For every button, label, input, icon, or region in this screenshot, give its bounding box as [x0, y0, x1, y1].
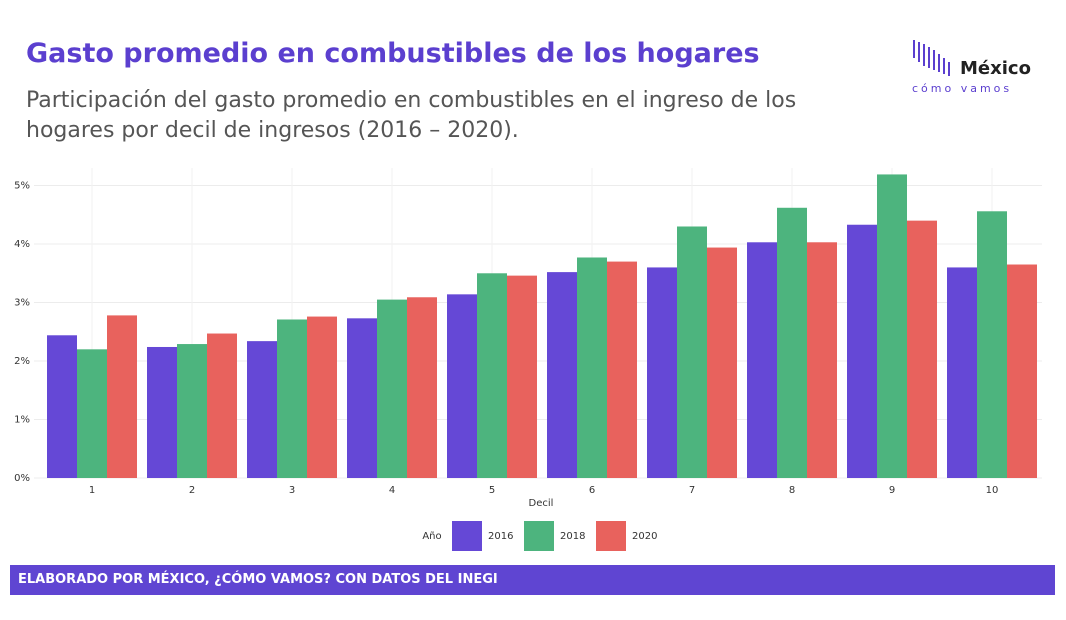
x-tick-label: 7	[689, 485, 695, 496]
logo-subtext: cómo vamos	[912, 82, 1013, 95]
bar	[247, 341, 277, 478]
y-tick-label: 5%	[14, 181, 30, 192]
bar	[77, 349, 107, 478]
bar	[477, 273, 507, 478]
chart: Decil Año 0% 1% 2% 3% 4% 5% 1 2 3 4 5 6 7 8 9 10 2016 201…	[14, 168, 1042, 551]
y-tick-label: 0%	[14, 473, 30, 484]
x-tick-label: 9	[889, 485, 895, 496]
bar	[807, 242, 837, 478]
y-tick-label: 1%	[14, 415, 30, 426]
bar	[677, 226, 707, 478]
bar	[307, 316, 337, 478]
x-tick-label: 6	[589, 485, 595, 496]
bar	[547, 272, 577, 478]
bar	[207, 333, 237, 478]
bar	[177, 344, 207, 478]
x-tick-label: 8	[789, 485, 795, 496]
bar	[147, 346, 177, 478]
bar	[947, 267, 977, 478]
x-tick-label: 2	[189, 485, 195, 496]
x-tick-label: 5	[489, 485, 495, 496]
footer: ELABORADO POR MÉXICO, ¿CÓMO VAMOS? CON D…	[10, 565, 1055, 595]
x-axis-label: Decil	[529, 498, 554, 509]
x-tick-label: 10	[986, 485, 999, 496]
chart-title: Gasto promedio en combustibles de los ho…	[26, 38, 760, 69]
bar	[877, 174, 907, 478]
y-tick-label: 2%	[14, 356, 30, 367]
legend-swatch	[524, 521, 554, 551]
bar	[847, 224, 877, 478]
y-tick-label: 4%	[14, 239, 30, 250]
x-tick-label: 3	[289, 485, 295, 496]
logo-text: México	[960, 58, 1031, 79]
bar	[577, 257, 607, 478]
x-tick-label: 4	[389, 485, 395, 496]
bar	[747, 242, 777, 478]
bar	[47, 335, 77, 478]
bar	[277, 319, 307, 478]
bar	[977, 211, 1007, 478]
bar	[347, 318, 377, 478]
y-tick-label: 3%	[14, 298, 30, 309]
legend-swatch	[452, 521, 482, 551]
bar	[107, 315, 137, 478]
bar	[607, 261, 637, 478]
legend-label: 2016	[488, 531, 513, 542]
bar	[447, 294, 477, 478]
logo-icon	[913, 40, 950, 76]
chart-subtitle: Participación del gasto promedio en comb…	[26, 88, 797, 143]
bar	[377, 299, 407, 478]
legend-title: Año	[422, 531, 441, 542]
bar	[707, 247, 737, 478]
bar	[1007, 264, 1037, 478]
bar	[507, 275, 537, 478]
legend-label: 2018	[560, 531, 585, 542]
bar	[407, 297, 437, 478]
legend-label: 2020	[632, 531, 657, 542]
bar	[777, 207, 807, 478]
bar	[647, 267, 677, 478]
bar	[907, 220, 937, 478]
x-tick-label: 1	[89, 485, 95, 496]
legend-swatch	[596, 521, 626, 551]
